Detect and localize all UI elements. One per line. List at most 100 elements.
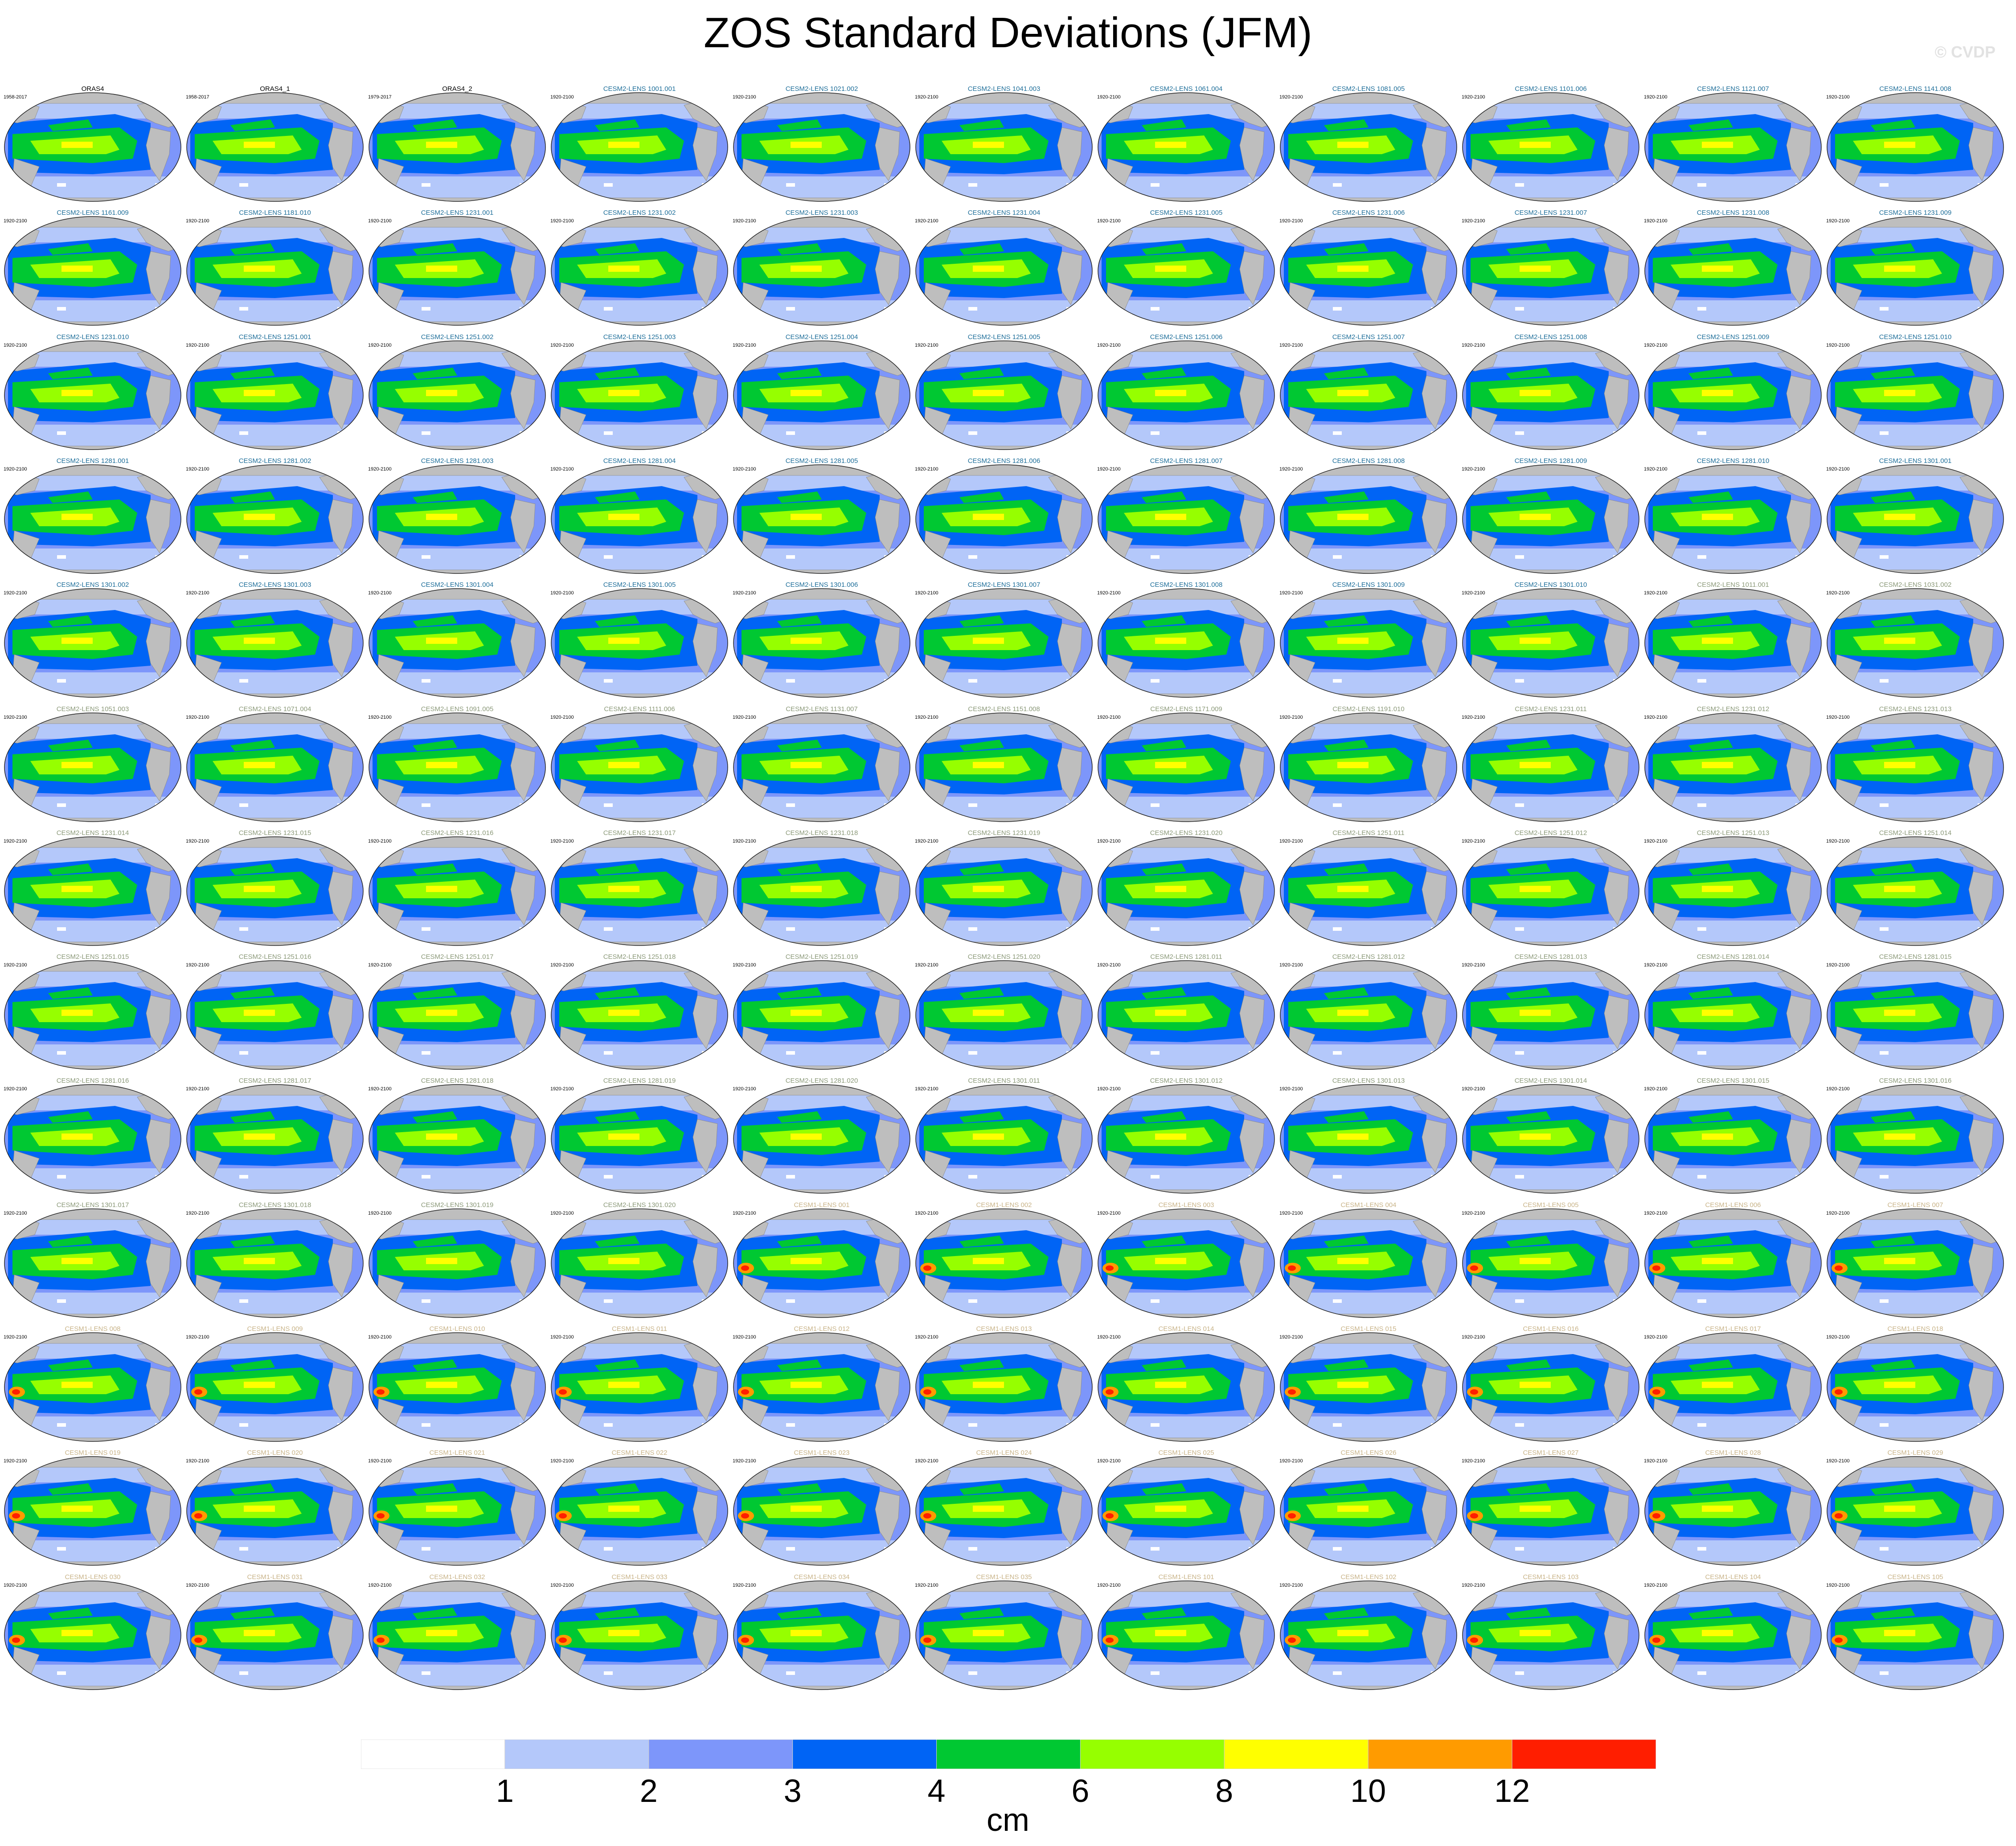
panel-years: 1920-2100: [1097, 838, 1121, 844]
zos-stddev-map: [369, 92, 546, 202]
panel-years: 1920-2100: [1644, 1210, 1668, 1216]
panel-years: 1920-2100: [1462, 1458, 1485, 1464]
zos-stddev-map: [186, 1084, 364, 1194]
panel-title: CESM2-LENS 1231.007: [1514, 209, 1587, 217]
zos-stddev-map: [551, 588, 728, 698]
zos-stddev-map: [1280, 1456, 1457, 1566]
map-panel: CESM1-LENS 003 1920-2100: [1097, 1201, 1275, 1318]
panel-title: CESM2-LENS 1051.003: [56, 705, 129, 713]
panel-title: CESM2-LENS 1301.013: [1332, 1077, 1405, 1085]
panel-title: CESM1-LENS 006: [1705, 1201, 1761, 1209]
zos-stddev-map: [1462, 712, 1639, 822]
zos-stddev-map: [1462, 464, 1639, 574]
zos-stddev-map: [4, 1332, 181, 1442]
panel-title: CESM2-LENS 1031.002: [1879, 581, 1952, 589]
zos-stddev-map: [915, 1456, 1093, 1566]
panel-title: CESM1-LENS 025: [1158, 1449, 1214, 1457]
panel-title: ORAS4_1: [260, 85, 290, 93]
panel-years: 1920-2100: [733, 466, 756, 472]
map-panel: CESM2-LENS 1301.016 1920-2100: [1826, 1077, 2004, 1194]
panel-years: 1920-2100: [368, 590, 392, 596]
panel-years: 1920-2100: [4, 590, 27, 596]
map-panel: CESM2-LENS 1281.001 1920-2100: [4, 457, 182, 574]
map-panel: CESM2-LENS 1231.006 1920-2100: [1279, 209, 1458, 326]
map-panel: CESM2-LENS 1281.002 1920-2100: [186, 457, 364, 574]
map-panel: CESM2-LENS 1161.009 1920-2100: [4, 209, 182, 326]
map-panel: CESM2-LENS 1301.018 1920-2100: [186, 1201, 364, 1318]
panel-title: CESM2-LENS 1011.001: [1697, 581, 1769, 589]
panel-years: 1920-2100: [186, 1086, 209, 1092]
colorbar-swatch: [1224, 1740, 1369, 1769]
panel-years: 1920-2100: [1097, 590, 1121, 596]
panel-years: 1920-2100: [186, 218, 209, 224]
panel-title: CESM2-LENS 1251.013: [1696, 829, 1770, 837]
zos-stddev-map: [369, 1456, 546, 1566]
panel-years: 1920-2100: [368, 1086, 392, 1092]
panel-title: CESM2-LENS 1231.011: [1515, 705, 1587, 713]
zos-stddev-map: [4, 1084, 181, 1194]
zos-stddev-map: [4, 960, 181, 1070]
panel-years: 1920-2100: [915, 1582, 938, 1588]
panel-title: CESM2-LENS 1231.015: [238, 829, 311, 837]
zos-stddev-map: [1098, 1580, 1275, 1690]
panel-years: 1920-2100: [915, 466, 938, 472]
map-panel: CESM1-LENS 001 1920-2100: [733, 1201, 911, 1318]
panel-title: CESM2-LENS 1231.009: [1879, 209, 1952, 217]
map-panel: CESM1-LENS 022 1920-2100: [550, 1449, 729, 1566]
panel-years: 1920-2100: [4, 342, 27, 348]
figure-title: ZOS Standard Deviations (JFM): [704, 9, 1312, 57]
panel-title: CESM2-LENS 1251.003: [603, 333, 676, 341]
panel-title: CESM2-LENS 1251.014: [1879, 829, 1952, 837]
map-panel: CESM2-LENS 1191.010 1920-2100: [1279, 705, 1458, 823]
panel-title: CESM1-LENS 014: [1158, 1325, 1214, 1333]
colorbar-swatch: [1080, 1740, 1225, 1769]
map-panel: CESM2-LENS 1111.006 1920-2100: [550, 705, 729, 823]
map-panel: CESM1-LENS 103 1920-2100: [1462, 1573, 1640, 1690]
map-panel: CESM2-LENS 1251.012 1920-2100: [1462, 829, 1640, 946]
map-panel: CESM2-LENS 1251.019 1920-2100: [733, 954, 911, 1070]
panel-title: CESM2-LENS 1251.017: [421, 953, 494, 961]
zos-stddev-map: [733, 836, 910, 946]
map-panel: CESM1-LENS 009 1920-2100: [186, 1326, 364, 1442]
panel-years: 1920-2100: [915, 838, 938, 844]
map-panel: CESM1-LENS 033 1920-2100: [550, 1573, 729, 1690]
map-panel: CESM2-LENS 1231.003 1920-2100: [733, 209, 911, 326]
panel-title: CESM1-LENS 001: [794, 1201, 850, 1209]
panel-title: CESM1-LENS 015: [1340, 1325, 1397, 1333]
zos-stddev-map: [551, 340, 728, 450]
panel-years: 1920-2100: [1279, 342, 1303, 348]
panel-years: 1920-2100: [1826, 590, 1850, 596]
zos-stddev-map: [733, 1332, 910, 1442]
zos-stddev-map: [1280, 92, 1457, 202]
panel-title: CESM2-LENS 1141.008: [1879, 85, 1951, 93]
panel-title: CESM1-LENS 026: [1340, 1449, 1397, 1457]
panel-title: CESM2-LENS 1231.003: [785, 209, 858, 217]
panel-title: CESM1-LENS 023: [794, 1449, 850, 1457]
map-panel: CESM1-LENS 004 1920-2100: [1279, 1201, 1458, 1318]
zos-stddev-map: [915, 588, 1093, 698]
zos-stddev-map: [369, 1580, 546, 1690]
zos-stddev-map: [1462, 216, 1639, 326]
zos-stddev-map: [186, 1208, 364, 1318]
map-panel: CESM2-LENS 1231.011 1920-2100: [1462, 705, 1640, 823]
colorbar: [361, 1740, 1656, 1769]
panel-years: 1920-2100: [1462, 1086, 1485, 1092]
zos-stddev-map: [733, 588, 910, 698]
colorbar-unit-label: cm: [987, 1802, 1029, 1838]
zos-stddev-map: [369, 464, 546, 574]
panel-years: 1920-2100: [733, 1086, 756, 1092]
map-panel: CESM1-LENS 032 1920-2100: [368, 1573, 546, 1690]
panel-title: CESM2-LENS 1251.010: [1879, 333, 1952, 341]
panel-years: 1920-2100: [4, 838, 27, 844]
panel-years: 1920-2100: [733, 962, 756, 968]
zos-stddev-map: [1644, 340, 1822, 450]
map-panel: CESM1-LENS 029 1920-2100: [1826, 1449, 2004, 1566]
panel-years: 1920-2100: [733, 714, 756, 720]
zos-stddev-map: [1827, 340, 2004, 450]
map-panel: CESM2-LENS 1231.015 1920-2100: [186, 829, 364, 946]
panel-years: 1920-2100: [550, 1458, 574, 1464]
zos-stddev-map: [733, 1580, 910, 1690]
panel-title: CESM2-LENS 1231.002: [603, 209, 676, 217]
zos-stddev-map: [1827, 712, 2004, 822]
panel-grid: ORAS4 1958-2017 ORAS4_1 1958-2017 ORAS4_2 197…: [4, 85, 2004, 1690]
